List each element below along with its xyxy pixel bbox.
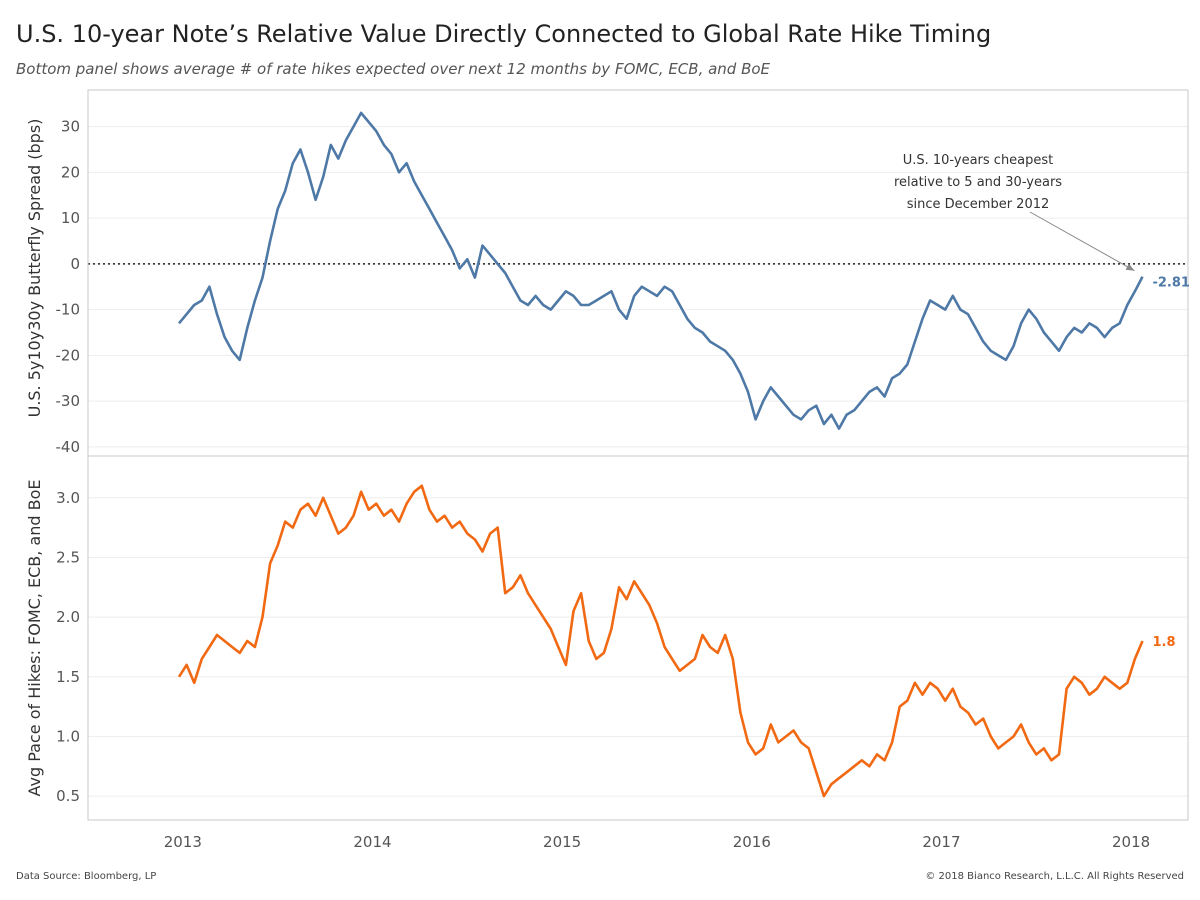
panel-frame [87,455,1189,821]
y-tick-label: 0.5 [56,787,80,805]
y-tick-label: 2.5 [56,548,80,566]
y-tick-label: 20 [61,163,80,181]
y-tick-label: 3.0 [56,489,80,507]
annotation-text: U.S. 10-years cheapest [903,153,1054,168]
y-tick-label: -30 [56,392,81,410]
tick-labels: 30 20 10 0 -10 -20 -30 -40 3.0 2.5 2.0 1.5 1.0 0.5 201… [56,118,1151,851]
y-tick-label: 30 [61,118,80,136]
annotation-text: relative to 5 and 30-years [894,175,1062,190]
x-tick-label: 2014 [353,833,391,851]
gridlines [88,126,1188,797]
y-tick-label: 0 [70,255,80,273]
y-tick-label: -20 [56,346,81,364]
end-value-label: -2.81 [1152,276,1189,291]
annotation-arrowhead [1125,263,1135,271]
y-tick-label: -10 [56,301,81,319]
panel-frames [87,89,1189,821]
y-tick-label: -40 [56,438,81,456]
annotation-arrow [1029,211,1135,272]
x-tick-label: 2015 [543,833,581,851]
top-y-axis-label: U.S. 5y10y30y Butterfly Spread (bps) [25,119,44,418]
page-subtitle: Bottom panel shows average # of rate hik… [16,60,771,78]
annotation-text: since December 2012 [907,197,1050,212]
y-tick-label: 1.0 [56,727,80,745]
rate-hikes-line [177,484,1144,798]
annotations: -2.81 U.S. 10-years cheapest relative to 5… [894,153,1190,650]
y-tick-label: 1.5 [56,668,80,686]
butterfly-spread-line [178,111,1144,430]
copyright-note: © 2018 Bianco Research, L.L.C. All Right… [925,871,1184,882]
y-tick-label: 2.0 [56,608,80,626]
bottom-y-axis-label: Avg Pace of Hikes: FOMC, ECB, and BoE [25,480,44,797]
x-tick-label: 2013 [164,833,202,851]
end-value-label: 1.8 [1152,635,1175,650]
y-tick-label: 10 [61,209,80,227]
x-tick-label: 2018 [1112,833,1150,851]
series-lines [177,111,1144,798]
data-source-note: Data Source: Bloomberg, LP [16,871,157,882]
page-title: U.S. 10-year Note’s Relative Value Direc… [16,20,992,48]
x-tick-label: 2016 [733,833,771,851]
x-tick-label: 2017 [922,833,960,851]
